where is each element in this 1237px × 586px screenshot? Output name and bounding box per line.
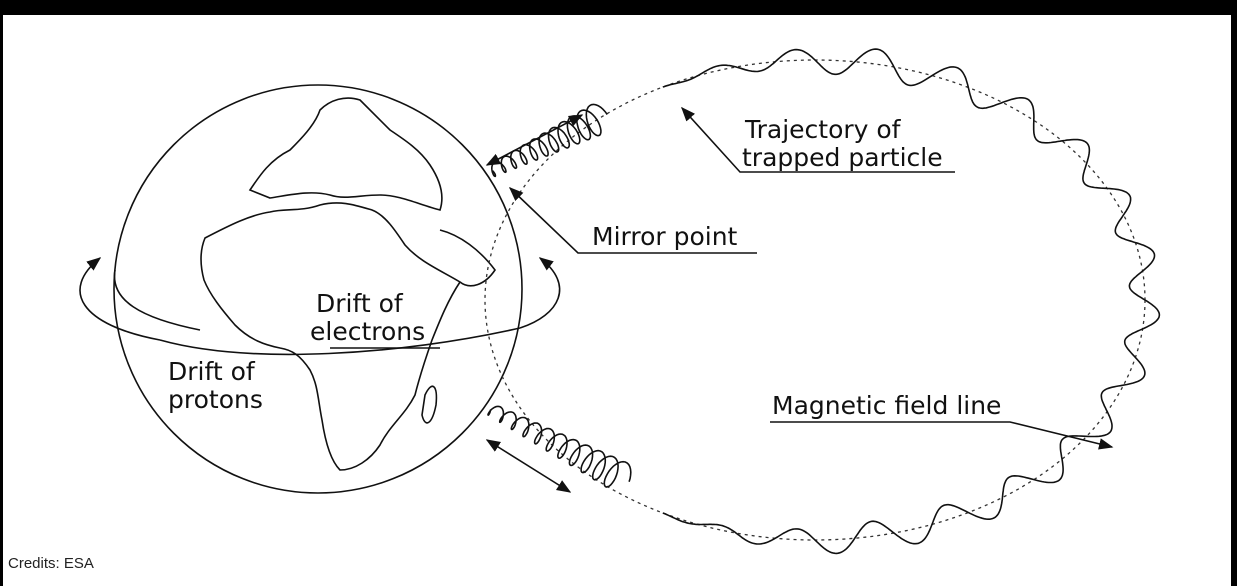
drift-back-left — [79, 257, 161, 341]
label-mirror: Mirror point — [592, 222, 738, 251]
globe-rim — [113, 269, 201, 331]
pointer-trajectory — [681, 106, 955, 173]
africa — [200, 202, 462, 471]
motion-arrow-bottom — [485, 439, 572, 493]
label-protons-2: protons — [168, 385, 263, 414]
globe — [113, 84, 523, 494]
label-trajectory-2: trapped particle — [742, 143, 943, 172]
drift-front — [159, 327, 521, 356]
pointer-mirror — [508, 187, 757, 254]
drift-back-right — [519, 257, 561, 329]
coil-top — [490, 103, 608, 178]
arabia — [439, 229, 496, 287]
label-protons-1: Drift of — [168, 357, 256, 386]
canvas — [3, 15, 1231, 586]
label-electrons-2: electrons — [310, 317, 425, 346]
madagascar — [421, 385, 438, 424]
label-field-line: Magnetic field line — [772, 391, 1001, 420]
credit: Credits: ESA — [8, 555, 94, 572]
europe — [248, 97, 443, 211]
label-electrons-1: Drift of — [316, 289, 404, 318]
label-trajectory-1: Trajectory of — [744, 115, 902, 144]
coil-bottom — [487, 405, 632, 488]
trajectory-wave — [662, 48, 1161, 555]
pointer-field-line — [770, 421, 1114, 450]
artwork — [79, 48, 1161, 555]
